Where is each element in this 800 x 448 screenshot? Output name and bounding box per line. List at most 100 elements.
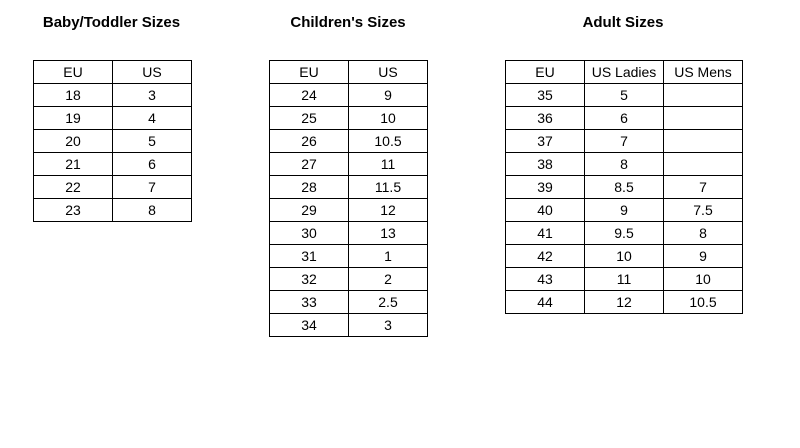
table-row: 40 9 7.5 xyxy=(505,198,743,222)
table-cell: 18 xyxy=(33,83,113,107)
table-cell: 9 xyxy=(348,83,428,107)
table-cell: 7 xyxy=(663,175,743,199)
table-row: 19 4 xyxy=(33,106,192,130)
table-cell: 24 xyxy=(269,83,349,107)
table-cell: 38 xyxy=(505,152,585,176)
table-cell: 40 xyxy=(505,198,585,222)
table-row: 18 3 xyxy=(33,83,192,107)
column-header: US Ladies xyxy=(584,60,664,84)
adult-sizes-title: Adult Sizes xyxy=(582,14,664,31)
table-cell: 3 xyxy=(112,83,192,107)
table-cell: 3 xyxy=(348,313,428,337)
table-row: 26 10.5 xyxy=(269,129,428,153)
table-cell: 27 xyxy=(269,152,349,176)
adult-size-table: EU US Ladies US Mens 35 5 36 6 37 7 38 8 39 8.5 7 40 9 7… xyxy=(505,60,743,314)
table-cell: 22 xyxy=(33,175,113,199)
baby-toddler-sizes-title: Baby/Toddler Sizes xyxy=(42,14,181,31)
table-row: 35 5 xyxy=(505,83,743,107)
table-row: 25 10 xyxy=(269,106,428,130)
column-header: EU xyxy=(33,60,113,84)
table-cell: 9 xyxy=(584,198,664,222)
table-cell: 21 xyxy=(33,152,113,176)
table-cell xyxy=(663,83,743,107)
table-cell: 35 xyxy=(505,83,585,107)
table-row: 31 1 xyxy=(269,244,428,268)
table-cell: 10.5 xyxy=(348,129,428,153)
table-cell: 4 xyxy=(112,106,192,130)
table-cell: 8 xyxy=(584,152,664,176)
table-cell: 11 xyxy=(584,267,664,291)
table-cell: 32 xyxy=(269,267,349,291)
column-header: US xyxy=(112,60,192,84)
table-cell: 42 xyxy=(505,244,585,268)
table-header-row: EU US xyxy=(33,60,192,84)
table-row: 28 11.5 xyxy=(269,175,428,199)
table-row: 33 2.5 xyxy=(269,290,428,314)
table-cell: 29 xyxy=(269,198,349,222)
table-row: 37 7 xyxy=(505,129,743,153)
table-row: 27 11 xyxy=(269,152,428,176)
table-cell: 10 xyxy=(348,106,428,130)
table-cell: 13 xyxy=(348,221,428,245)
table-cell: 8 xyxy=(663,221,743,245)
table-row: 32 2 xyxy=(269,267,428,291)
table-cell: 19 xyxy=(33,106,113,130)
table-cell: 36 xyxy=(505,106,585,130)
table-row: 42 10 9 xyxy=(505,244,743,268)
table-cell: 23 xyxy=(33,198,113,222)
table-cell: 26 xyxy=(269,129,349,153)
table-cell: 6 xyxy=(112,152,192,176)
table-cell: 43 xyxy=(505,267,585,291)
table-cell: 10 xyxy=(663,267,743,291)
table-header-row: EU US xyxy=(269,60,428,84)
table-row: 34 3 xyxy=(269,313,428,337)
table-cell: 2.5 xyxy=(348,290,428,314)
table-cell: 10.5 xyxy=(663,290,743,314)
table-cell: 20 xyxy=(33,129,113,153)
table-cell: 5 xyxy=(584,83,664,107)
table-cell: 44 xyxy=(505,290,585,314)
table-cell: 1 xyxy=(348,244,428,268)
table-cell: 30 xyxy=(269,221,349,245)
table-row: 30 13 xyxy=(269,221,428,245)
baby-toddler-size-table: EU US 18 3 19 4 20 5 21 6 22 7 23 8 xyxy=(33,60,192,222)
table-cell: 28 xyxy=(269,175,349,199)
table-header-row: EU US Ladies US Mens xyxy=(505,60,743,84)
table-cell: 2 xyxy=(348,267,428,291)
table-row: 24 9 xyxy=(269,83,428,107)
table-row: 22 7 xyxy=(33,175,192,199)
table-cell: 7 xyxy=(584,129,664,153)
childrens-sizes-title: Children's Sizes xyxy=(290,14,406,31)
table-cell: 37 xyxy=(505,129,585,153)
table-cell: 10 xyxy=(584,244,664,268)
table-row: 43 11 10 xyxy=(505,267,743,291)
table-cell: 11 xyxy=(348,152,428,176)
column-header: EU xyxy=(505,60,585,84)
childrens-size-table: EU US 24 9 25 10 26 10.5 27 11 28 11.5 29 12 30 13 31 1 32… xyxy=(269,60,428,337)
table-cell: 39 xyxy=(505,175,585,199)
table-cell: 31 xyxy=(269,244,349,268)
table-row: 21 6 xyxy=(33,152,192,176)
table-row: 44 12 10.5 xyxy=(505,290,743,314)
table-cell xyxy=(663,129,743,153)
column-header: US Mens xyxy=(663,60,743,84)
table-cell: 33 xyxy=(269,290,349,314)
column-header: EU xyxy=(269,60,349,84)
table-cell: 6 xyxy=(584,106,664,130)
table-cell: 12 xyxy=(348,198,428,222)
table-cell: 8.5 xyxy=(584,175,664,199)
table-cell: 12 xyxy=(584,290,664,314)
table-row: 39 8.5 7 xyxy=(505,175,743,199)
table-cell: 34 xyxy=(269,313,349,337)
table-cell: 8 xyxy=(112,198,192,222)
table-cell: 41 xyxy=(505,221,585,245)
table-row: 36 6 xyxy=(505,106,743,130)
table-cell: 5 xyxy=(112,129,192,153)
table-row: 23 8 xyxy=(33,198,192,222)
table-cell: 25 xyxy=(269,106,349,130)
table-cell: 9 xyxy=(663,244,743,268)
table-cell: 9.5 xyxy=(584,221,664,245)
table-row: 41 9.5 8 xyxy=(505,221,743,245)
column-header: US xyxy=(348,60,428,84)
table-cell: 7.5 xyxy=(663,198,743,222)
